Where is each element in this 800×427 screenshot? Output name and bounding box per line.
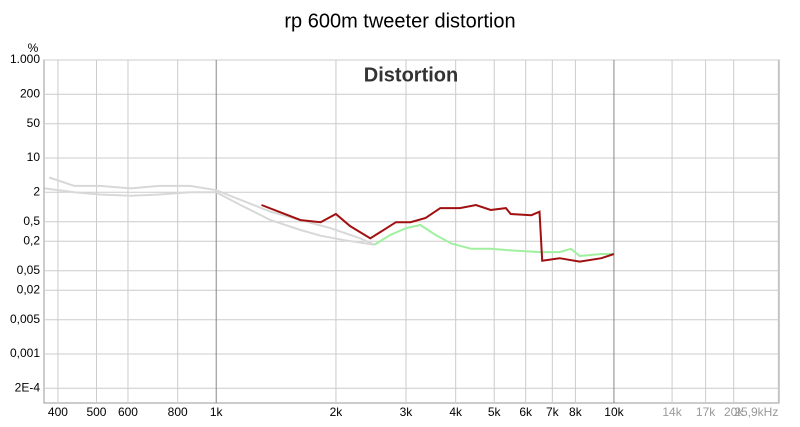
- x-tick-label: 600: [118, 405, 138, 419]
- x-tick-label: 1k: [210, 405, 224, 419]
- x-tick-label: 14k: [662, 405, 682, 419]
- y-tick-label: 50: [27, 116, 41, 130]
- x-tick-label: 800: [168, 405, 188, 419]
- chart-title: rp 600m tweeter distortion: [284, 10, 515, 32]
- x-tick-label: 400: [48, 405, 68, 419]
- x-tick-label: 17k: [696, 405, 716, 419]
- x-tick-label: 500: [86, 405, 106, 419]
- x-tick-label: 8k: [569, 405, 583, 419]
- series-line: [261, 203, 615, 263]
- y-tick-label: 0,001: [10, 346, 40, 360]
- y-tick-label: 200: [20, 86, 40, 100]
- plot-area: [43, 59, 780, 404]
- series-line: [48, 176, 375, 246]
- x-tick-label: 4k: [449, 405, 463, 419]
- y-tick-label: 2: [33, 184, 40, 198]
- series-line: [44, 187, 375, 246]
- y-tick-label: 0,2: [23, 233, 40, 247]
- x-tick-label: 2k: [330, 405, 344, 419]
- annotation: Distortion: [364, 64, 458, 86]
- y-tick-label: 0,005: [10, 312, 40, 326]
- y-tick-label: 0,5: [23, 214, 40, 228]
- x-tick-label: 7k: [546, 405, 560, 419]
- x-tick-label: 5k: [488, 405, 502, 419]
- x-tick-label: 6k: [519, 405, 533, 419]
- y-tick-label: 10: [27, 150, 41, 164]
- y-unit: %: [28, 41, 39, 55]
- y-tick-label: 1.000: [10, 52, 40, 66]
- x-tick-label: 10k: [604, 405, 624, 419]
- x-tick-label: 25,9kHz: [734, 405, 778, 419]
- x-tick-label: 20k: [724, 405, 744, 419]
- series-line: [373, 223, 614, 258]
- x-tick-label: 3k: [400, 405, 414, 419]
- y-tick-label: 0,02: [17, 282, 41, 296]
- y-tick-label: 0,05: [17, 263, 41, 277]
- y-tick-label: 2E-4: [15, 380, 41, 394]
